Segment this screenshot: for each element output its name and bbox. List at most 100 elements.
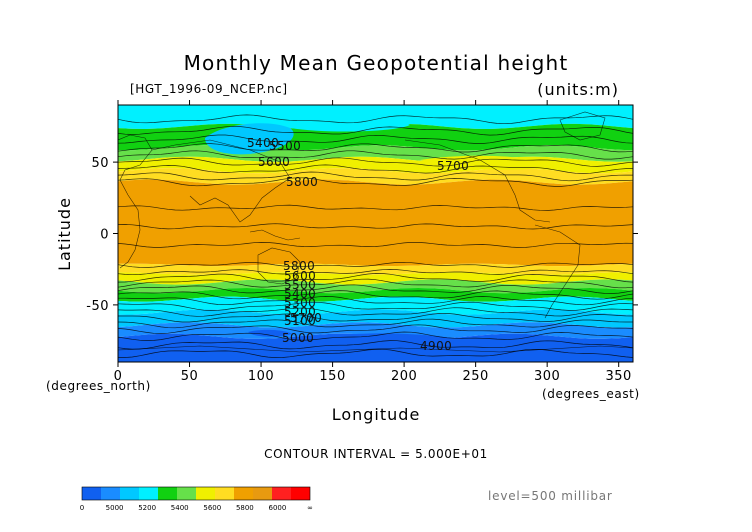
contour-line bbox=[118, 171, 633, 182]
colorbar-swatch bbox=[158, 487, 177, 500]
x-unit-label: (degrees_east) bbox=[542, 387, 640, 401]
colorbar-label: 5400 bbox=[171, 504, 189, 512]
contour-label: 5300 bbox=[284, 296, 316, 310]
x-tick-label: 300 bbox=[534, 369, 560, 384]
x-tick-label: 50 bbox=[181, 369, 199, 384]
x-tick-label: 150 bbox=[319, 369, 345, 384]
contour-line bbox=[118, 223, 633, 230]
contour-label: 5800 bbox=[283, 259, 315, 273]
contour-line bbox=[118, 331, 633, 341]
source-label: [HGT_1996-09_NCEP.nc] bbox=[130, 82, 288, 96]
contour-line bbox=[118, 164, 633, 174]
x-tick-label: 0 bbox=[114, 369, 123, 384]
color-band bbox=[118, 279, 633, 294]
colorbar-label: 5600 bbox=[203, 504, 221, 512]
color-band bbox=[118, 296, 633, 315]
coast-indonesia bbox=[249, 229, 301, 241]
contour-label: 4900 bbox=[420, 339, 452, 353]
contour-line bbox=[118, 143, 633, 153]
x-tick-label: 250 bbox=[462, 369, 488, 384]
y-unit-label: (degrees_north) bbox=[46, 379, 151, 393]
contour-label: 5200 bbox=[284, 305, 316, 319]
contour-line bbox=[118, 177, 633, 187]
contour-line bbox=[118, 134, 633, 144]
contour-label: 5700 bbox=[290, 311, 322, 325]
colorbar-label: 5000 bbox=[106, 504, 124, 512]
colorbar-label: ∞ bbox=[307, 504, 313, 512]
contour-line bbox=[118, 269, 633, 276]
colorbar-swatch bbox=[82, 487, 101, 500]
y-axis-label: Latitude bbox=[55, 197, 74, 271]
color-band bbox=[118, 263, 633, 275]
x-tick-label: 100 bbox=[248, 369, 274, 384]
y-axis-ticks: 50 0 -50 bbox=[86, 156, 638, 314]
contour-line bbox=[118, 307, 633, 317]
x-tick-label: 200 bbox=[391, 369, 417, 384]
contour-label: 5500 bbox=[284, 278, 316, 292]
colorbar-label: 6000 bbox=[269, 504, 287, 512]
contour-line bbox=[118, 324, 633, 334]
contour-label: 5000 bbox=[282, 331, 314, 345]
colorbar-frame bbox=[81, 486, 311, 501]
contour-label: 5700 bbox=[437, 159, 469, 173]
colorbar-swatch bbox=[215, 487, 234, 500]
colorbar-swatch bbox=[120, 487, 139, 500]
contour-line bbox=[118, 318, 633, 329]
contour-label: 5500 bbox=[269, 139, 301, 153]
coastlines bbox=[118, 111, 633, 353]
coast-south-america bbox=[534, 224, 581, 319]
y-tick-label: -50 bbox=[86, 299, 109, 314]
contour-line bbox=[118, 242, 633, 248]
south-dark-patch bbox=[300, 333, 490, 353]
contour-line bbox=[118, 284, 633, 294]
x-axis-ticks: 0 50 100 150 200 250 300 350 bbox=[114, 100, 632, 384]
contour-line bbox=[118, 273, 633, 283]
contour-line bbox=[118, 278, 633, 289]
colorbar bbox=[81, 486, 311, 501]
contour-line bbox=[118, 150, 633, 160]
contour-line bbox=[118, 340, 633, 350]
coast-antarctica bbox=[118, 345, 633, 353]
coast-australia bbox=[257, 247, 301, 285]
color-band bbox=[118, 168, 633, 185]
colorbar-swatch bbox=[101, 487, 120, 500]
colorbar-label: 0 bbox=[80, 504, 84, 512]
coast-asia bbox=[151, 139, 291, 223]
contour-label: 5400 bbox=[247, 136, 279, 150]
x-tick-label: 350 bbox=[606, 369, 632, 384]
x-axis-label: Longitude bbox=[332, 405, 421, 424]
level-label: level=500 millibar bbox=[488, 489, 613, 503]
contour-line bbox=[118, 157, 633, 167]
contour-line bbox=[118, 125, 633, 136]
contour-line bbox=[118, 204, 633, 211]
contour-line bbox=[118, 296, 633, 306]
chart-title: Monthly Mean Geopotential height bbox=[184, 51, 569, 75]
contour-label: 5600 bbox=[284, 269, 316, 283]
colorbar-labels: 0 5000 5200 5400 5600 5800 6000 ∞ bbox=[80, 504, 313, 512]
colorbar-swatch bbox=[196, 487, 215, 500]
south-small-patch bbox=[248, 329, 292, 337]
units-label: (units:m) bbox=[537, 80, 619, 99]
contour-line bbox=[118, 301, 633, 311]
contour-line bbox=[118, 290, 633, 300]
colorbar-label: 5200 bbox=[138, 504, 156, 512]
contour-interval-label: CONTOUR INTERVAL = 5.000E+01 bbox=[264, 447, 488, 461]
contour-line bbox=[118, 114, 633, 125]
colorbar-swatch bbox=[272, 487, 291, 500]
contour-lines bbox=[118, 114, 633, 358]
color-band bbox=[118, 179, 633, 267]
y-tick-label: 0 bbox=[100, 228, 109, 243]
contour-label: 5600 bbox=[258, 155, 290, 169]
coast-north-america bbox=[404, 139, 551, 223]
coast-greenland bbox=[559, 111, 606, 141]
colorbar-swatch bbox=[139, 487, 158, 500]
colorbar-label: 5800 bbox=[236, 504, 254, 512]
contour-label: 5800 bbox=[286, 175, 318, 189]
color-band bbox=[118, 309, 633, 328]
colorbar-swatch bbox=[234, 487, 253, 500]
coast-europe-africa bbox=[118, 134, 153, 269]
contour-line bbox=[118, 261, 633, 268]
